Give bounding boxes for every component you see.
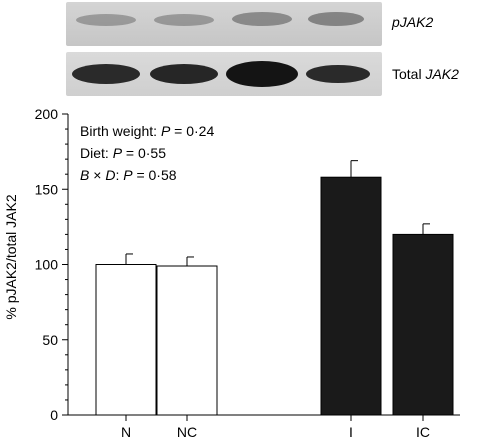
x-tick-label: N: [121, 424, 131, 440]
p-symbol: P: [113, 145, 123, 161]
total-label-prefix: Total: [392, 66, 426, 82]
y-tick-label: 150: [35, 181, 59, 197]
pjak2-blot: [66, 2, 382, 46]
x-tick-label: NC: [177, 424, 197, 440]
total-jak2-bands: [72, 61, 370, 87]
y-tick-label: 50: [42, 332, 58, 348]
p-value-annotation: Diet: P = 0·55: [80, 145, 166, 161]
factor-b: B: [80, 167, 89, 183]
pjak2-bands: [76, 12, 364, 26]
p-value: = 0·55: [122, 145, 166, 161]
total-jak2-label: Total JAK2: [392, 66, 459, 82]
bar-chart: 0 50 100 150 200 N NC I IC Birth weight: P = 0·…: [3, 106, 460, 440]
x-tick-labels: N NC I IC: [121, 415, 430, 440]
pjak2-label: pJAK2: [392, 14, 434, 30]
bar-ic: [392, 233, 454, 416]
colon: :: [115, 167, 123, 183]
y-tick-label: 0: [50, 407, 58, 423]
p-value-annotation: Birth weight: P = 0·24: [80, 123, 214, 139]
total-label-gene: JAK2: [425, 66, 459, 82]
factor-d: D: [105, 167, 115, 183]
total-jak2-blot: [66, 52, 382, 96]
annotation-lead: Birth weight:: [80, 123, 161, 139]
bar-n: [95, 264, 157, 416]
x-tick-label: I: [349, 424, 353, 440]
bars: [95, 160, 454, 416]
y-tick-label: 100: [35, 257, 59, 273]
times-sign: ×: [89, 167, 105, 183]
y-tick-label: 200: [35, 106, 59, 122]
p-symbol: P: [123, 167, 133, 183]
p-value-annotation: B × D: P = 0·58: [80, 167, 177, 183]
y-axis-label: % pJAK2/total JAK2: [3, 194, 19, 320]
annotation-lead: Diet:: [80, 145, 113, 161]
p-value: = 0·24: [170, 123, 214, 139]
bar-i: [320, 176, 382, 416]
y-ticks: 0 50 100 150 200: [35, 106, 68, 423]
x-tick-label: IC: [416, 424, 430, 440]
bar-nc: [156, 265, 218, 416]
p-symbol: P: [161, 123, 171, 139]
p-value: = 0·58: [133, 167, 177, 183]
